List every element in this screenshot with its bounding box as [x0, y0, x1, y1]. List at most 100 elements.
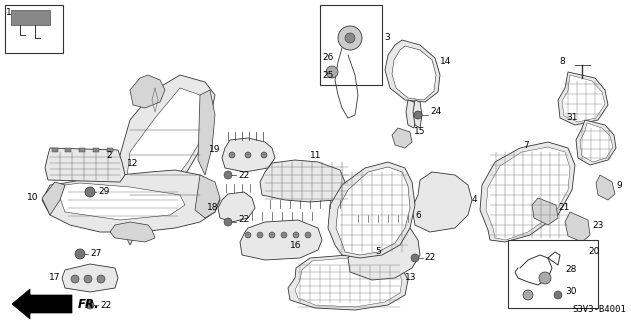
Polygon shape — [336, 167, 410, 255]
Text: 2: 2 — [107, 150, 112, 159]
Text: 8: 8 — [559, 58, 565, 67]
Circle shape — [261, 152, 267, 158]
Polygon shape — [79, 148, 85, 152]
Polygon shape — [392, 128, 412, 148]
Polygon shape — [32, 12, 37, 22]
Circle shape — [305, 232, 311, 238]
Text: 11: 11 — [310, 150, 322, 159]
Polygon shape — [65, 148, 71, 152]
Text: 18: 18 — [206, 204, 218, 212]
Text: 13: 13 — [405, 274, 416, 283]
Polygon shape — [110, 222, 155, 242]
Circle shape — [229, 152, 235, 158]
Polygon shape — [62, 264, 118, 292]
Text: 28: 28 — [565, 266, 576, 275]
Polygon shape — [126, 88, 207, 238]
Circle shape — [97, 275, 105, 283]
Polygon shape — [115, 185, 130, 235]
Text: 24: 24 — [430, 108, 441, 116]
Text: 17: 17 — [49, 273, 60, 282]
Polygon shape — [558, 72, 608, 125]
Text: 20: 20 — [589, 247, 600, 257]
Polygon shape — [26, 12, 31, 22]
Text: 5: 5 — [375, 247, 381, 257]
Polygon shape — [198, 90, 215, 175]
Polygon shape — [392, 46, 436, 100]
Text: 19: 19 — [208, 146, 220, 155]
Polygon shape — [580, 123, 613, 162]
Polygon shape — [406, 100, 416, 128]
Polygon shape — [565, 212, 590, 242]
Polygon shape — [130, 75, 165, 108]
Polygon shape — [480, 142, 575, 242]
Polygon shape — [240, 220, 322, 260]
Circle shape — [86, 301, 94, 309]
Circle shape — [338, 26, 362, 50]
Polygon shape — [42, 182, 65, 215]
Text: 10: 10 — [27, 194, 38, 203]
Polygon shape — [348, 220, 420, 280]
Text: 21: 21 — [558, 204, 569, 212]
Polygon shape — [412, 172, 472, 232]
Circle shape — [326, 66, 338, 78]
Text: FR.: FR. — [78, 298, 100, 310]
Text: S3V3-B4001: S3V3-B4001 — [572, 305, 626, 314]
Text: 25: 25 — [322, 70, 333, 79]
Polygon shape — [222, 138, 275, 172]
Polygon shape — [385, 40, 440, 102]
Polygon shape — [260, 160, 350, 202]
Circle shape — [281, 232, 287, 238]
Circle shape — [245, 232, 251, 238]
Text: 30: 30 — [565, 287, 577, 297]
Text: 22: 22 — [238, 171, 249, 180]
Text: 1: 1 — [6, 8, 12, 17]
Circle shape — [523, 290, 533, 300]
Polygon shape — [596, 175, 615, 200]
Polygon shape — [328, 162, 415, 258]
Text: 9: 9 — [616, 180, 622, 189]
Polygon shape — [562, 75, 605, 122]
Polygon shape — [52, 148, 58, 152]
Circle shape — [269, 232, 275, 238]
Polygon shape — [218, 192, 255, 222]
Polygon shape — [11, 10, 50, 25]
Circle shape — [75, 249, 85, 259]
Polygon shape — [295, 258, 402, 307]
Circle shape — [245, 152, 251, 158]
Text: 26: 26 — [322, 53, 333, 62]
Polygon shape — [576, 120, 616, 165]
Polygon shape — [42, 170, 220, 232]
Polygon shape — [60, 183, 185, 220]
FancyBboxPatch shape — [5, 5, 63, 53]
Polygon shape — [532, 198, 558, 225]
Text: 7: 7 — [523, 140, 529, 149]
Polygon shape — [38, 12, 43, 22]
Polygon shape — [20, 12, 25, 22]
Text: 6: 6 — [415, 211, 421, 220]
Polygon shape — [107, 148, 113, 152]
Polygon shape — [93, 148, 99, 152]
Text: 4: 4 — [472, 196, 478, 204]
Circle shape — [84, 275, 92, 283]
Polygon shape — [486, 147, 570, 240]
Polygon shape — [195, 175, 220, 218]
Text: 14: 14 — [440, 58, 451, 67]
Polygon shape — [413, 100, 422, 128]
Text: 16: 16 — [290, 241, 302, 250]
Text: 22: 22 — [424, 253, 435, 262]
Text: 31: 31 — [567, 114, 578, 123]
Polygon shape — [45, 148, 125, 182]
Text: 23: 23 — [592, 220, 603, 229]
Text: 27: 27 — [90, 250, 102, 259]
Polygon shape — [44, 12, 49, 22]
FancyBboxPatch shape — [508, 240, 598, 308]
Circle shape — [85, 187, 95, 197]
Text: 15: 15 — [414, 127, 425, 137]
Text: 12: 12 — [127, 158, 138, 167]
Circle shape — [293, 232, 299, 238]
Polygon shape — [12, 289, 72, 319]
Circle shape — [554, 291, 562, 299]
Circle shape — [539, 272, 551, 284]
Polygon shape — [14, 12, 19, 22]
Text: 22: 22 — [100, 300, 111, 309]
